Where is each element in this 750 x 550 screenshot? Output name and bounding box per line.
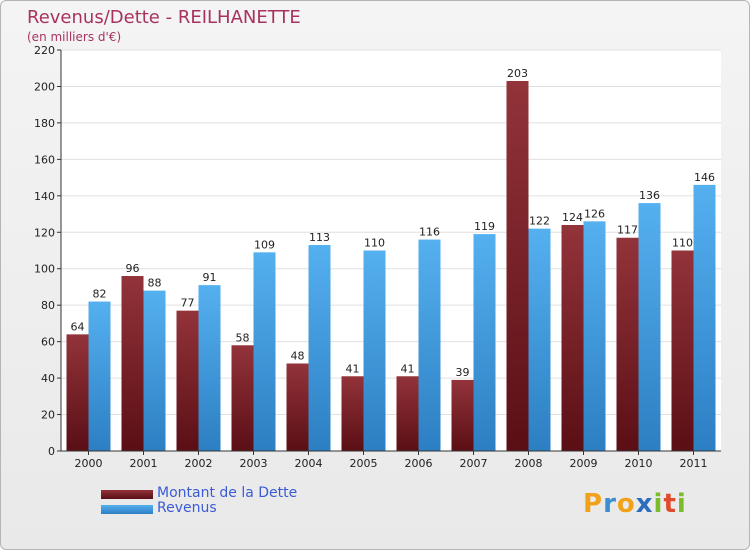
y-tick-label: 200 xyxy=(34,80,55,93)
x-tick-label: 2003 xyxy=(240,457,268,470)
bar-revenus xyxy=(693,184,716,451)
bar-dette xyxy=(561,224,584,451)
y-tick-label: 180 xyxy=(34,117,55,130)
data-label: 113 xyxy=(309,231,330,244)
x-tick-label: 2007 xyxy=(460,457,488,470)
bar-revenus xyxy=(308,245,331,451)
y-tick-label: 120 xyxy=(34,226,55,239)
logo-letter: t xyxy=(663,489,677,519)
x-tick-label: 2005 xyxy=(350,457,378,470)
data-label: 116 xyxy=(419,226,440,239)
bar-dette xyxy=(506,80,529,452)
x-tick-label: 2001 xyxy=(130,457,158,470)
bar-dette xyxy=(671,250,694,451)
proxiti-logo: Proxiti xyxy=(583,489,687,519)
data-label: 48 xyxy=(291,350,305,363)
data-label: 58 xyxy=(236,331,250,344)
data-label: 91 xyxy=(203,271,217,284)
data-label: 39 xyxy=(456,366,470,379)
y-tick-label: 40 xyxy=(41,372,55,385)
bar-dette xyxy=(616,237,639,451)
y-tick-label: 220 xyxy=(34,44,55,57)
legend-swatch-revenus xyxy=(101,505,153,514)
data-label: 77 xyxy=(181,297,195,310)
data-label: 41 xyxy=(401,362,415,375)
x-tick-label: 2008 xyxy=(515,457,543,470)
bar-revenus xyxy=(418,239,441,451)
bar-dette xyxy=(176,310,199,451)
bar-dette xyxy=(451,379,474,451)
bar-revenus xyxy=(528,228,551,451)
y-tick-label: 0 xyxy=(48,445,55,458)
data-label: 88 xyxy=(148,277,162,290)
x-tick-label: 2011 xyxy=(680,457,708,470)
data-label: 109 xyxy=(254,238,275,251)
data-label: 117 xyxy=(617,224,638,237)
y-tick-label: 100 xyxy=(34,263,55,276)
bar-dette xyxy=(286,363,309,451)
bar-dette xyxy=(396,376,419,451)
bar-revenus xyxy=(143,290,166,451)
data-label: 124 xyxy=(562,211,583,224)
logo-letter: i xyxy=(676,489,687,519)
data-label: 203 xyxy=(507,67,528,80)
bar-revenus xyxy=(638,203,661,451)
legend-swatch-dette xyxy=(101,490,153,499)
chart-subtitle: (en milliers d'€) xyxy=(27,30,122,44)
data-label: 110 xyxy=(364,237,385,250)
y-tick-label: 140 xyxy=(34,190,55,203)
y-tick-label: 20 xyxy=(41,409,55,422)
data-label: 82 xyxy=(93,288,107,301)
data-label: 41 xyxy=(346,362,360,375)
bar-dette xyxy=(66,334,89,451)
data-label: 96 xyxy=(126,262,140,275)
y-tick-label: 60 xyxy=(41,336,55,349)
y-tick-label: 160 xyxy=(34,153,55,166)
bar-dette xyxy=(121,276,144,451)
bar-revenus xyxy=(198,285,221,451)
bar-revenus xyxy=(363,250,386,451)
bar-dette xyxy=(231,345,254,451)
bar-revenus xyxy=(473,234,496,451)
y-tick-label: 80 xyxy=(41,299,55,312)
x-tick-label: 2000 xyxy=(75,457,103,470)
logo-letter: r xyxy=(603,489,617,519)
data-label: 126 xyxy=(584,207,605,220)
bar-revenus xyxy=(583,221,606,451)
data-label: 64 xyxy=(71,320,85,333)
plot-area xyxy=(61,50,721,451)
x-tick-label: 2010 xyxy=(625,457,653,470)
bar-revenus xyxy=(88,301,111,451)
logo-letter: o xyxy=(616,489,636,519)
data-label: 119 xyxy=(474,220,495,233)
chart-title: Revenus/Dette - REILHANETTE xyxy=(27,7,301,28)
legend-label-dette: Montant de la Dette xyxy=(157,485,298,501)
x-tick-label: 2009 xyxy=(570,457,598,470)
x-tick-label: 2006 xyxy=(405,457,433,470)
data-label: 136 xyxy=(639,189,660,202)
logo-letter: x xyxy=(635,489,654,519)
logo-letter: P xyxy=(583,489,604,519)
legend-label-revenus: Revenus xyxy=(157,500,217,516)
x-tick-label: 2004 xyxy=(295,457,323,470)
data-label: 122 xyxy=(529,215,550,228)
x-tick-label: 2002 xyxy=(185,457,213,470)
logo-letter: i xyxy=(653,489,664,519)
data-label: 146 xyxy=(694,171,715,184)
bar-revenus xyxy=(253,252,276,451)
data-label: 110 xyxy=(672,237,693,250)
bar-dette xyxy=(341,376,364,451)
